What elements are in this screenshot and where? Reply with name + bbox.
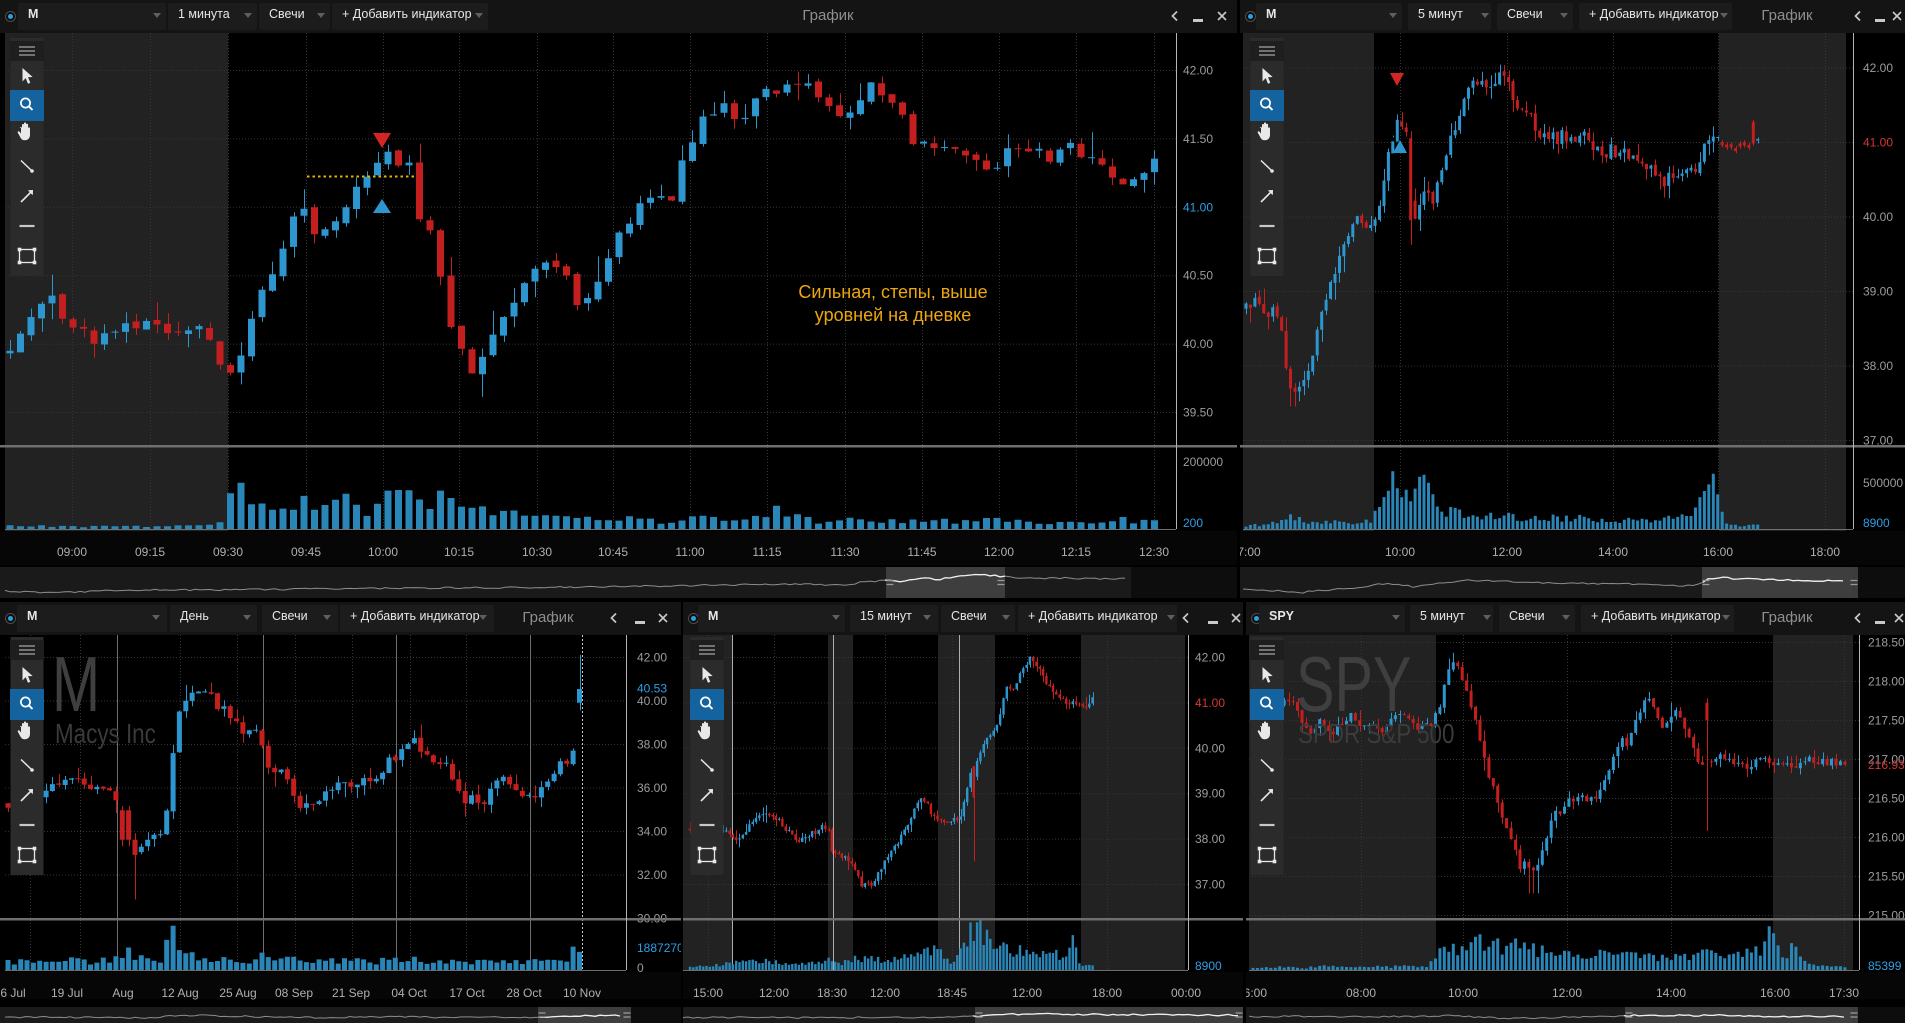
- svg-text:6 Jul: 6 Jul: [0, 986, 25, 1000]
- svg-text:218.50: 218.50: [1868, 636, 1905, 650]
- svg-text:12:00: 12:00: [1552, 986, 1582, 1000]
- svg-text:12:15: 12:15: [1061, 545, 1091, 559]
- svg-text:12:00: 12:00: [984, 545, 1014, 559]
- svg-text:11:30: 11:30: [830, 545, 859, 559]
- svg-text:40.00: 40.00: [1183, 337, 1213, 351]
- svg-text:41.50: 41.50: [1183, 132, 1213, 146]
- svg-text:41.00: 41.00: [1183, 200, 1213, 214]
- svg-text:42.00: 42.00: [1863, 61, 1893, 75]
- svg-text:1887270: 1887270: [637, 941, 681, 955]
- svg-text:39.00: 39.00: [1195, 787, 1225, 801]
- svg-text:38.00: 38.00: [1195, 832, 1225, 846]
- svg-text:11:00: 11:00: [675, 545, 704, 559]
- svg-text:40.53: 40.53: [637, 682, 667, 696]
- svg-text:18:45: 18:45: [937, 986, 967, 1000]
- svg-text:00:00: 00:00: [1171, 986, 1201, 1000]
- svg-text:12 Aug: 12 Aug: [161, 986, 198, 1000]
- svg-text:500000: 500000: [1863, 476, 1903, 490]
- svg-text:40.00: 40.00: [1863, 210, 1893, 224]
- svg-text:09:30: 09:30: [213, 545, 243, 559]
- svg-text:39.50: 39.50: [1183, 406, 1213, 420]
- svg-text:14:00: 14:00: [1598, 545, 1628, 559]
- svg-text:16:00: 16:00: [1703, 545, 1733, 559]
- svg-text:37.00: 37.00: [1863, 434, 1893, 448]
- svg-text:21 Sep: 21 Sep: [332, 986, 370, 1000]
- svg-text:42.00: 42.00: [637, 651, 667, 665]
- svg-text:41.00: 41.00: [1195, 696, 1225, 710]
- svg-text:12:00: 12:00: [1492, 545, 1522, 559]
- svg-text:19 Jul: 19 Jul: [51, 986, 83, 1000]
- svg-text:10:45: 10:45: [598, 545, 628, 559]
- svg-text:18:00: 18:00: [1092, 986, 1122, 1000]
- svg-text:7:00: 7:00: [1240, 545, 1261, 559]
- svg-text:17 Oct: 17 Oct: [449, 986, 485, 1000]
- svg-text:Aug: Aug: [112, 986, 133, 1000]
- svg-text:10:15: 10:15: [444, 545, 474, 559]
- svg-text:15:00: 15:00: [693, 986, 723, 1000]
- svg-text:08:00: 08:00: [1346, 986, 1376, 1000]
- svg-text:216.93: 216.93: [1868, 758, 1905, 772]
- svg-text:38.00: 38.00: [637, 738, 667, 752]
- svg-text:217.00: 217.00: [1868, 753, 1905, 767]
- svg-text:08 Sep: 08 Sep: [275, 986, 313, 1000]
- svg-text:10:00: 10:00: [1448, 986, 1478, 1000]
- svg-text:42.00: 42.00: [1195, 651, 1225, 665]
- svg-text:40.00: 40.00: [637, 694, 667, 708]
- svg-text:09:45: 09:45: [291, 545, 321, 559]
- svg-text:218.00: 218.00: [1868, 675, 1905, 689]
- svg-text:18:30: 18:30: [817, 986, 847, 1000]
- svg-text:41.00: 41.00: [1863, 136, 1893, 150]
- svg-text:06:00: 06:00: [1246, 986, 1267, 1000]
- svg-text:09:15: 09:15: [135, 545, 165, 559]
- svg-text:200: 200: [1183, 516, 1203, 530]
- svg-text:32.00: 32.00: [637, 868, 667, 882]
- svg-text:85399: 85399: [1868, 959, 1902, 973]
- svg-text:12:30: 12:30: [1139, 545, 1169, 559]
- svg-text:200000: 200000: [1183, 455, 1223, 469]
- svg-text:8900: 8900: [1863, 516, 1890, 530]
- svg-text:14:00: 14:00: [1656, 986, 1686, 1000]
- svg-text:37.00: 37.00: [1195, 878, 1225, 892]
- svg-text:12:00: 12:00: [759, 986, 789, 1000]
- svg-text:217.50: 217.50: [1868, 714, 1905, 728]
- svg-text:25 Aug: 25 Aug: [219, 986, 256, 1000]
- svg-text:04 Oct: 04 Oct: [391, 986, 427, 1000]
- svg-text:34.00: 34.00: [637, 825, 667, 839]
- svg-text:0: 0: [637, 961, 644, 975]
- svg-text:28 Oct: 28 Oct: [506, 986, 542, 1000]
- svg-text:38.00: 38.00: [1863, 359, 1893, 373]
- svg-text:39.00: 39.00: [1863, 285, 1893, 299]
- svg-text:10:00: 10:00: [368, 545, 398, 559]
- svg-text:12:00: 12:00: [1012, 986, 1042, 1000]
- svg-text:11:45: 11:45: [907, 545, 936, 559]
- svg-text:215.50: 215.50: [1868, 870, 1905, 884]
- svg-text:12:00: 12:00: [870, 986, 900, 1000]
- svg-text:17:30: 17:30: [1829, 986, 1859, 1000]
- svg-text:216.50: 216.50: [1868, 792, 1905, 806]
- svg-text:40.00: 40.00: [1195, 741, 1225, 755]
- svg-text:16:00: 16:00: [1760, 986, 1790, 1000]
- svg-text:8900: 8900: [1195, 959, 1222, 973]
- svg-text:09:00: 09:00: [57, 545, 87, 559]
- svg-text:40.50: 40.50: [1183, 269, 1213, 283]
- svg-text:10 Nov: 10 Nov: [563, 986, 601, 1000]
- svg-text:11:15: 11:15: [752, 545, 781, 559]
- svg-text:18:00: 18:00: [1810, 545, 1840, 559]
- svg-text:10:00: 10:00: [1385, 545, 1415, 559]
- svg-text:10:30: 10:30: [522, 545, 552, 559]
- svg-text:36.00: 36.00: [637, 781, 667, 795]
- svg-text:216.00: 216.00: [1868, 831, 1905, 845]
- svg-text:42.00: 42.00: [1183, 64, 1213, 78]
